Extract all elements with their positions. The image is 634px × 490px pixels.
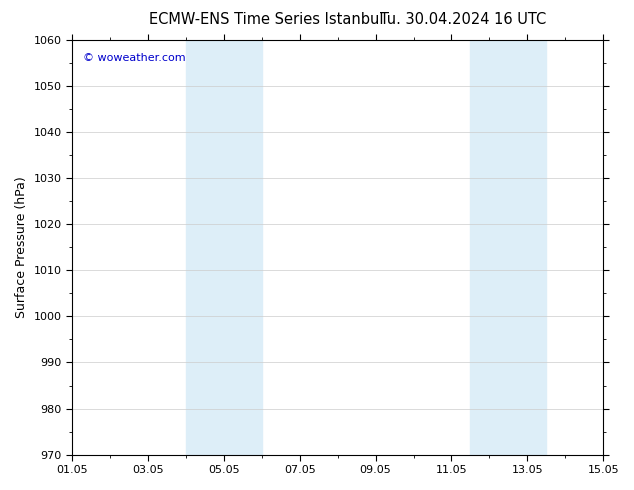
Bar bbox=[470, 40, 508, 455]
Y-axis label: Surface Pressure (hPa): Surface Pressure (hPa) bbox=[15, 176, 28, 318]
Text: Tu. 30.04.2024 16 UTC: Tu. 30.04.2024 16 UTC bbox=[380, 12, 546, 27]
Bar bbox=[186, 40, 224, 455]
Bar bbox=[508, 40, 547, 455]
Bar bbox=[224, 40, 262, 455]
Text: ECMW-ENS Time Series Istanbul: ECMW-ENS Time Series Istanbul bbox=[149, 12, 384, 27]
Text: © woweather.com: © woweather.com bbox=[82, 52, 185, 63]
